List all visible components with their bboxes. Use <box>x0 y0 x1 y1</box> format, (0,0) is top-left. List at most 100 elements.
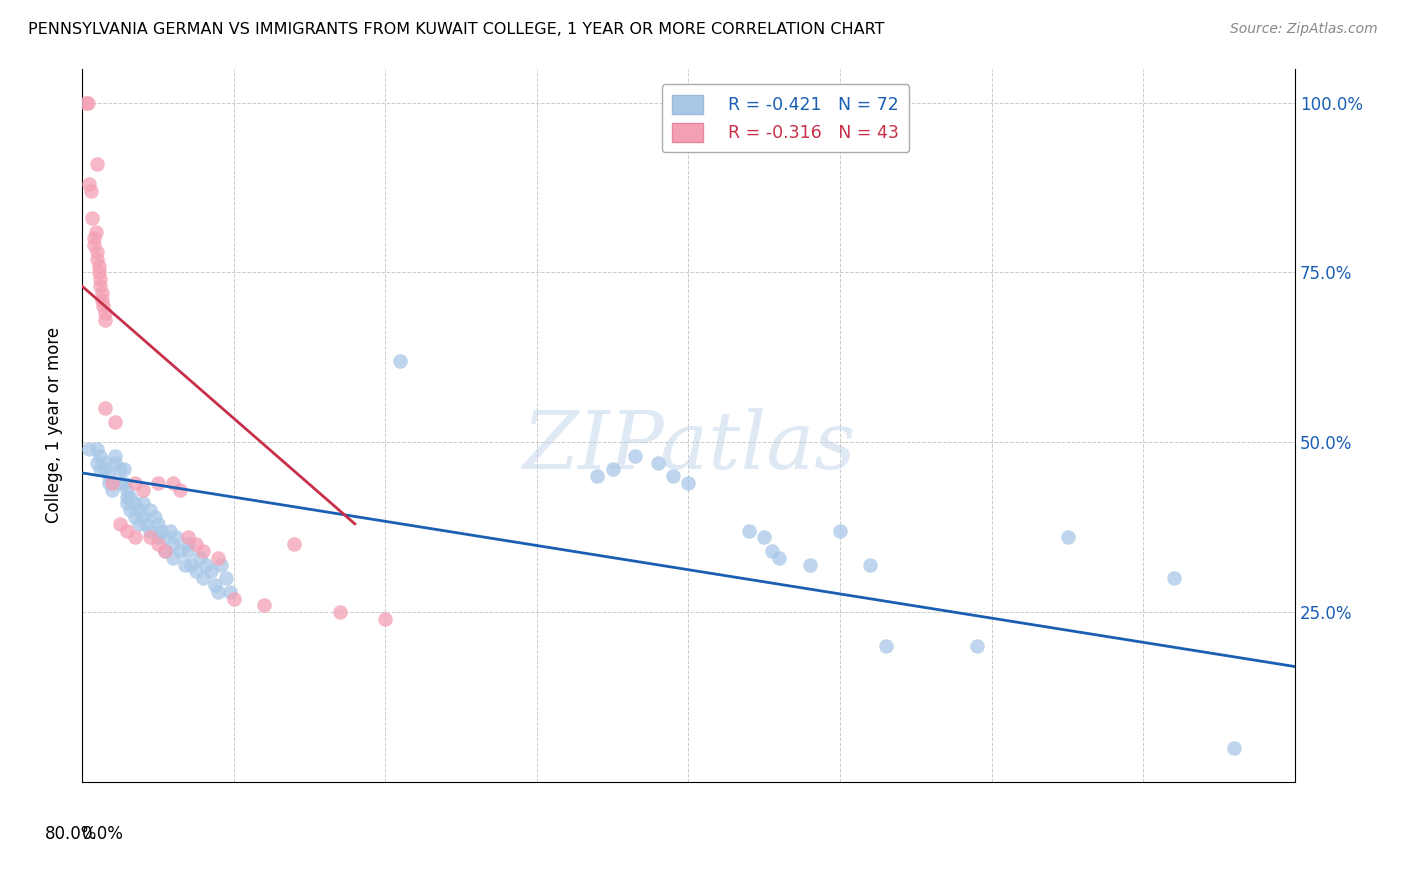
Point <box>101 476 124 491</box>
Point <box>93 456 115 470</box>
Point <box>586 469 609 483</box>
Point <box>83 231 105 245</box>
Point <box>128 516 150 531</box>
Point <box>149 524 172 538</box>
Point <box>207 584 229 599</box>
Point <box>120 490 142 504</box>
Point <box>86 156 108 170</box>
Point <box>75 95 97 110</box>
Point <box>86 456 108 470</box>
Text: ZIPatlas: ZIPatlas <box>522 408 855 485</box>
Point <box>195 558 218 572</box>
Point <box>124 531 146 545</box>
Point <box>222 591 245 606</box>
Point <box>117 496 139 510</box>
Point <box>139 524 162 538</box>
Point <box>253 599 276 613</box>
Point <box>89 272 111 286</box>
Point <box>169 483 191 497</box>
Point <box>131 510 153 524</box>
Point <box>146 537 169 551</box>
Point <box>329 605 352 619</box>
Point <box>112 476 135 491</box>
Point <box>117 490 139 504</box>
Point <box>165 531 187 545</box>
Point <box>104 415 127 429</box>
Point <box>101 483 124 497</box>
Point <box>188 550 211 565</box>
Point <box>162 550 184 565</box>
Point <box>79 442 101 456</box>
Point <box>1223 741 1246 756</box>
Point <box>624 449 647 463</box>
Point <box>875 639 897 653</box>
Point <box>90 293 112 307</box>
Point <box>87 259 110 273</box>
Point <box>647 456 669 470</box>
Point <box>146 516 169 531</box>
Point <box>82 211 104 225</box>
Point <box>177 531 200 545</box>
Point <box>215 571 238 585</box>
Point <box>830 524 852 538</box>
Point <box>155 531 177 545</box>
Point <box>117 524 139 538</box>
Point <box>131 483 153 497</box>
Point <box>155 544 177 558</box>
Point <box>768 550 790 565</box>
Text: Source: ZipAtlas.com: Source: ZipAtlas.com <box>1230 22 1378 37</box>
Point <box>108 476 131 491</box>
Point <box>602 462 624 476</box>
Point <box>389 353 412 368</box>
Point <box>209 558 232 572</box>
Point <box>139 531 162 545</box>
Point <box>104 449 127 463</box>
Point <box>89 449 111 463</box>
Point <box>89 462 111 476</box>
Point <box>662 469 685 483</box>
Point <box>184 537 207 551</box>
Point <box>180 558 202 572</box>
Point <box>1163 571 1185 585</box>
Legend:   R = -0.421   N = 72,   R = -0.316   N = 43: R = -0.421 N = 72, R = -0.316 N = 43 <box>662 85 910 153</box>
Point <box>159 524 181 538</box>
Point <box>89 279 111 293</box>
Point <box>374 612 396 626</box>
Point <box>131 496 153 510</box>
Point <box>93 306 115 320</box>
Point <box>86 252 108 266</box>
Point <box>120 503 142 517</box>
Point <box>207 550 229 565</box>
Point <box>966 639 988 653</box>
Point <box>135 516 157 531</box>
Point <box>87 265 110 279</box>
Point <box>83 238 105 252</box>
Text: PENNSYLVANIA GERMAN VS IMMIGRANTS FROM KUWAIT COLLEGE, 1 YEAR OR MORE CORRELATIO: PENNSYLVANIA GERMAN VS IMMIGRANTS FROM K… <box>28 22 884 37</box>
Point <box>93 401 115 416</box>
Point <box>128 503 150 517</box>
Point <box>174 558 197 572</box>
Point <box>98 476 121 491</box>
Point <box>162 476 184 491</box>
Point <box>169 544 191 558</box>
Point <box>219 584 242 599</box>
Point <box>112 462 135 476</box>
Point <box>86 245 108 260</box>
Point <box>184 565 207 579</box>
Point <box>146 476 169 491</box>
Point <box>93 462 115 476</box>
Text: 0.0%: 0.0% <box>82 825 124 843</box>
Text: 80.0%: 80.0% <box>45 825 97 843</box>
Point <box>93 313 115 327</box>
Point <box>193 571 215 585</box>
Y-axis label: College, 1 year or more: College, 1 year or more <box>45 327 63 524</box>
Point <box>84 225 107 239</box>
Point <box>859 558 882 572</box>
Point <box>124 496 146 510</box>
Point <box>124 510 146 524</box>
Point <box>177 544 200 558</box>
Point <box>283 537 305 551</box>
Point <box>204 578 226 592</box>
Point <box>799 558 821 572</box>
Point <box>108 516 131 531</box>
